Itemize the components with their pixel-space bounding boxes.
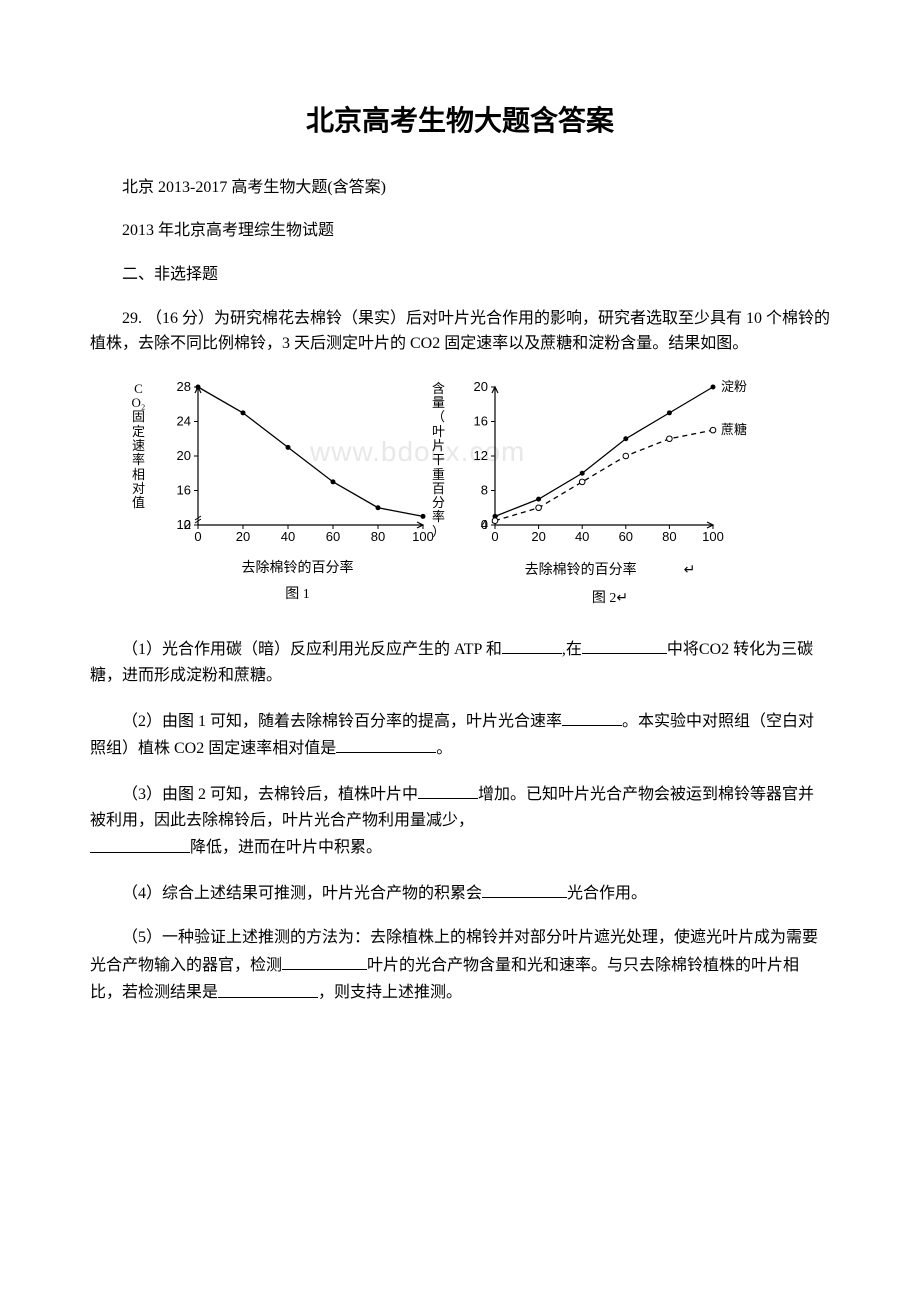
chart2-x-label: 去除棉铃的百分率 ↵ — [463, 558, 758, 582]
question-4: （4）综合上述结果可推测，叶片光合产物的积累会光合作用。 — [90, 879, 830, 907]
svg-text:0: 0 — [183, 517, 190, 532]
question-29-intro: 29. （16 分）为研究棉花去棉铃（果实）后对叶片光合作用的影响，研究者选取至… — [90, 306, 830, 357]
chart2-caption: 图 2↵ — [463, 586, 758, 610]
blank — [218, 978, 318, 997]
question-2: （2）由图 1 可知，随着去除棉铃百分率的提高，叶片光合速率。本实验中对照组（空… — [90, 707, 830, 763]
question-3: （3）由图 2 可知，去棉铃后，植株叶片中增加。已知叶片光合产物会被运到棉铃等器… — [90, 780, 830, 861]
blank — [90, 833, 190, 852]
svg-text:0: 0 — [480, 517, 487, 532]
svg-text:20: 20 — [531, 529, 545, 544]
chart-2: 含量（叶片干重百分率） 481216200020406080100淀粉蔗糖 去除… — [463, 377, 758, 610]
chart2-svg: 481216200020406080100淀粉蔗糖 — [463, 377, 758, 547]
svg-text:20: 20 — [235, 529, 249, 544]
svg-text:100: 100 — [702, 529, 724, 544]
chart1-caption: 图 1 — [163, 584, 433, 606]
svg-text:蔗糖: 蔗糖 — [721, 422, 747, 437]
svg-text:24: 24 — [176, 413, 190, 428]
page-title: 北京高考生物大题含答案 — [90, 100, 830, 145]
svg-text:80: 80 — [662, 529, 676, 544]
question-5: （5）一种验证上述推测的方法为：去除植株上的棉铃并对部分叶片遮光处理，使遮光叶片… — [90, 925, 830, 1006]
svg-text:20: 20 — [473, 379, 487, 394]
chart1-svg: 12162024280020406080100 — [163, 377, 433, 547]
blank — [502, 635, 562, 654]
svg-text:40: 40 — [280, 529, 294, 544]
svg-text:60: 60 — [618, 529, 632, 544]
blank — [336, 734, 436, 753]
svg-text:16: 16 — [473, 413, 487, 428]
blank — [582, 635, 667, 654]
svg-text:40: 40 — [574, 529, 588, 544]
section-header: 二、非选择题 — [90, 262, 830, 288]
svg-text:0: 0 — [194, 529, 201, 544]
svg-text:100: 100 — [412, 529, 433, 544]
svg-text:16: 16 — [176, 482, 190, 497]
question-1: （1）光合作用碳（暗）反应利用光反应产生的 ATP 和,在中将CO2 转化为三碳… — [90, 635, 830, 688]
svg-text:80: 80 — [370, 529, 384, 544]
figure-container: CO₂固定速率相对值 12162024280020406080100 去除棉铃的… — [90, 377, 830, 610]
chart-1: CO₂固定速率相对值 12162024280020406080100 去除棉铃的… — [163, 377, 433, 606]
chart2-y-axis-label: 含量（叶片干重百分率） — [431, 382, 447, 539]
exam-title: 2013 年北京高考理综生物试题 — [90, 218, 830, 244]
chart1-x-label: 去除棉铃的百分率 — [163, 558, 433, 580]
blank — [282, 951, 367, 970]
blank — [562, 707, 622, 726]
svg-text:淀粉: 淀粉 — [721, 379, 747, 394]
blank — [482, 879, 567, 898]
svg-text:20: 20 — [176, 448, 190, 463]
blank — [418, 780, 478, 799]
chart1-y-axis-label: CO₂固定速率相对值 — [131, 382, 147, 511]
svg-text:28: 28 — [176, 379, 190, 394]
subtitle: 北京 2013-2017 高考生物大题(含答案) — [90, 175, 830, 201]
svg-text:8: 8 — [480, 482, 487, 497]
svg-text:12: 12 — [473, 448, 487, 463]
svg-text:0: 0 — [491, 529, 498, 544]
svg-text:60: 60 — [325, 529, 339, 544]
